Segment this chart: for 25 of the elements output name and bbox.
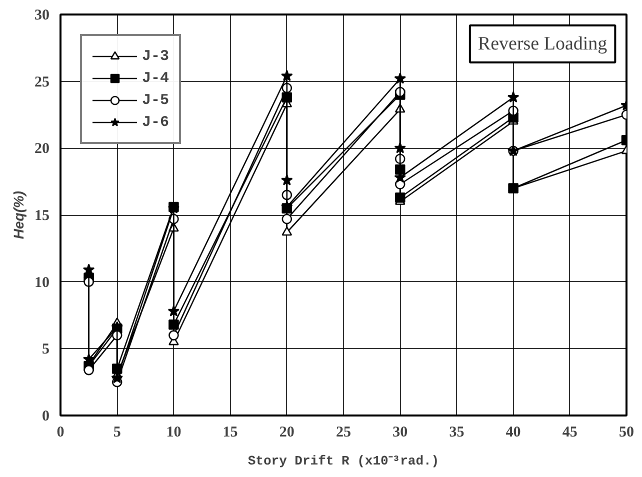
y-tick-label: 15 (34, 208, 50, 224)
y-axis-title: Heq(%) (10, 190, 26, 240)
annotation: Reverse Loading (478, 33, 608, 54)
x-tick-label: 20 (279, 424, 294, 440)
x-axis-title: Story Drift R (x10⁻³rad.) (248, 454, 440, 468)
legend-label: J-5 (142, 92, 170, 108)
x-tick-label: 45 (562, 424, 578, 440)
x-tick-label: 30 (392, 424, 408, 440)
legend-label: J-6 (142, 114, 170, 130)
y-tick-label: 20 (34, 141, 50, 158)
legend-label: J-4 (142, 70, 170, 86)
y-tick-label: 5 (42, 342, 50, 358)
x-tick-label: 5 (113, 424, 121, 440)
x-tick-label: 0 (56, 424, 64, 440)
legend-label: J-3 (142, 48, 170, 64)
x-tick-label: 15 (222, 424, 238, 440)
y-tick-label: 30 (34, 8, 50, 24)
x-tick-label: 50 (619, 424, 634, 440)
x-tick-label: 40 (506, 424, 521, 440)
x-tick-label: 10 (166, 424, 182, 440)
y-tick-label: 10 (34, 274, 50, 291)
x-tick-label: 25 (336, 424, 351, 440)
y-tick-label: 0 (42, 408, 50, 424)
y-tick-label: 25 (34, 74, 50, 90)
x-tick-label: 35 (449, 424, 464, 440)
